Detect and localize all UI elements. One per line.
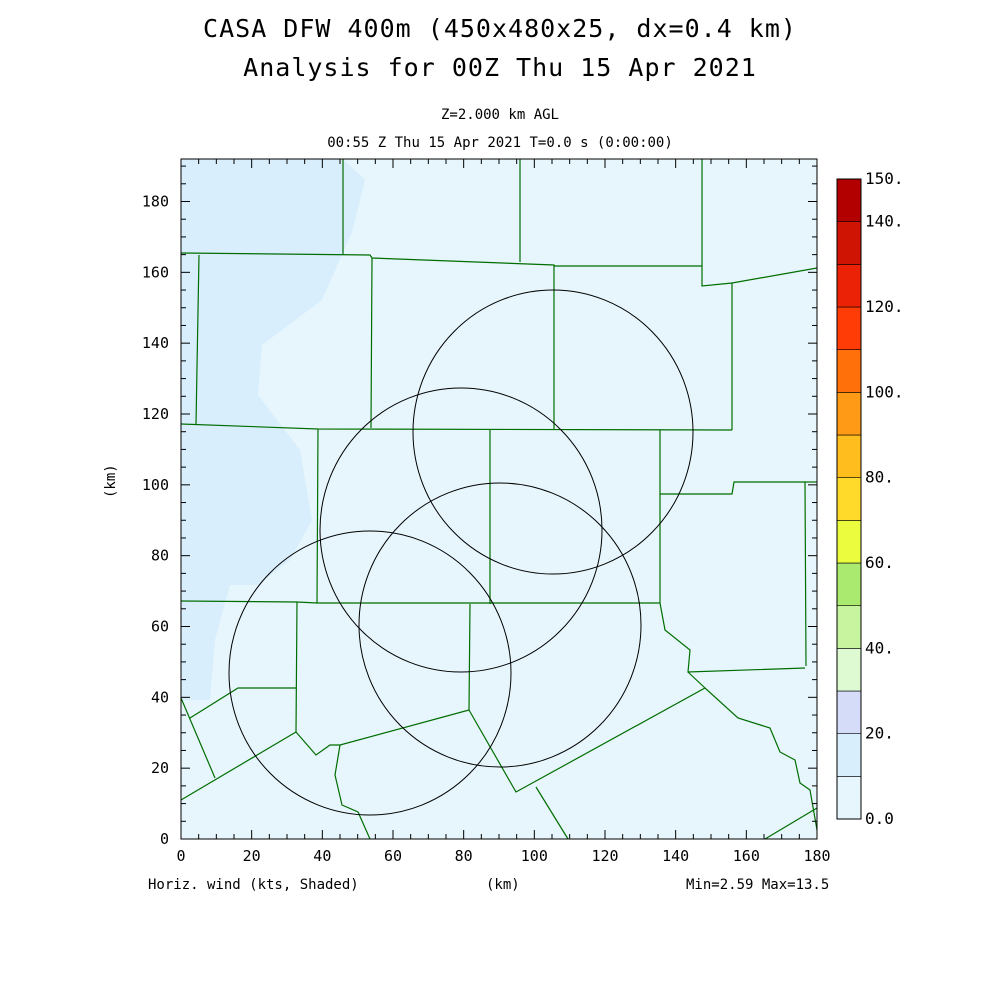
y-tick-label: 80 (151, 547, 169, 565)
colorbar-label: 100. (865, 382, 904, 401)
axis-ticks (180, 159, 818, 840)
valid-time-label: 00:55 Z Thu 15 Apr 2021 T=0.0 s (0:00:00… (327, 135, 673, 151)
colorbar-labels: 0.0 20. 40. 60. 80. 100. 120. 140. 150. (865, 169, 904, 828)
colorbar-label: 120. (865, 297, 904, 316)
colorbar-label: 0.0 (865, 809, 894, 828)
x-tick-label: 20 (243, 847, 261, 865)
y-tick-label: 100 (142, 476, 169, 494)
y-tick-label: 180 (142, 193, 169, 211)
x-tick-label: 140 (662, 847, 689, 865)
colorbar-label: 40. (865, 638, 894, 657)
map-title: CASA DFW 400m (450x480x25, dx=0.4 km) (203, 14, 797, 43)
colorbar-segment (836, 264, 862, 308)
radar-range-rings (228, 289, 694, 816)
wind-field-higher-region (181, 159, 365, 700)
colorbar-label: 80. (865, 468, 894, 487)
x-axis-label: (km) (486, 877, 520, 893)
x-tick-label: 160 (733, 847, 760, 865)
colorbar-segment (836, 520, 862, 564)
colorbar (836, 178, 862, 820)
field-label: Horiz. wind (kts, Shaded) (148, 877, 359, 893)
min-max-label: Min=2.59 Max=13.5 (686, 877, 830, 893)
county-lines (180, 159, 818, 840)
x-tick-label: 0 (176, 847, 185, 865)
y-tick-label: 20 (151, 759, 169, 777)
x-tick-label: 60 (384, 847, 402, 865)
x-tick-label: 80 (455, 847, 473, 865)
y-tick-label: 60 (151, 618, 169, 636)
colorbar-label: 60. (865, 553, 894, 572)
range-ring-southeast (358, 482, 642, 768)
y-axis-label: (km) (103, 464, 119, 498)
colorbar-segment (836, 477, 862, 521)
range-ring-southwest (228, 530, 512, 816)
level-label: Z=2.000 km AGL (440, 107, 559, 123)
colorbar-label: 20. (865, 724, 894, 743)
x-tick-labels: 0 20 40 60 80 100 120 140 160 180 (176, 847, 830, 865)
colorbar-segment (836, 221, 862, 265)
y-tick-label: 120 (142, 405, 169, 423)
colorbar-segment (836, 776, 862, 820)
colorbar-segment (836, 306, 862, 350)
colorbar-label: 150. (865, 169, 904, 188)
colorbar-segment (836, 349, 862, 393)
x-tick-label: 100 (521, 847, 548, 865)
y-tick-label: 160 (142, 263, 169, 281)
y-tick-labels: 0 20 40 60 80 100 120 140 160 180 (142, 193, 169, 849)
colorbar-segment (836, 605, 862, 649)
y-tick-label: 140 (142, 334, 169, 352)
analysis-time-title: Analysis for 00Z Thu 15 Apr 2021 (243, 53, 757, 82)
colorbar-segment (836, 178, 862, 222)
y-tick-label: 40 (151, 688, 169, 706)
colorbar-label: 140. (865, 212, 904, 231)
colorbar-segment (836, 434, 862, 478)
x-tick-label: 180 (803, 847, 830, 865)
range-ring-central (319, 387, 603, 673)
x-tick-label: 40 (313, 847, 331, 865)
colorbar-segment (836, 733, 862, 777)
range-ring-northeast (412, 289, 694, 575)
colorbar-frame (836, 178, 862, 820)
colorbar-segment (836, 392, 862, 436)
x-tick-label: 120 (591, 847, 618, 865)
colorbar-segment (836, 690, 862, 734)
colorbar-segment (836, 648, 862, 692)
colorbar-segment (836, 562, 862, 606)
y-tick-label: 0 (160, 830, 169, 848)
